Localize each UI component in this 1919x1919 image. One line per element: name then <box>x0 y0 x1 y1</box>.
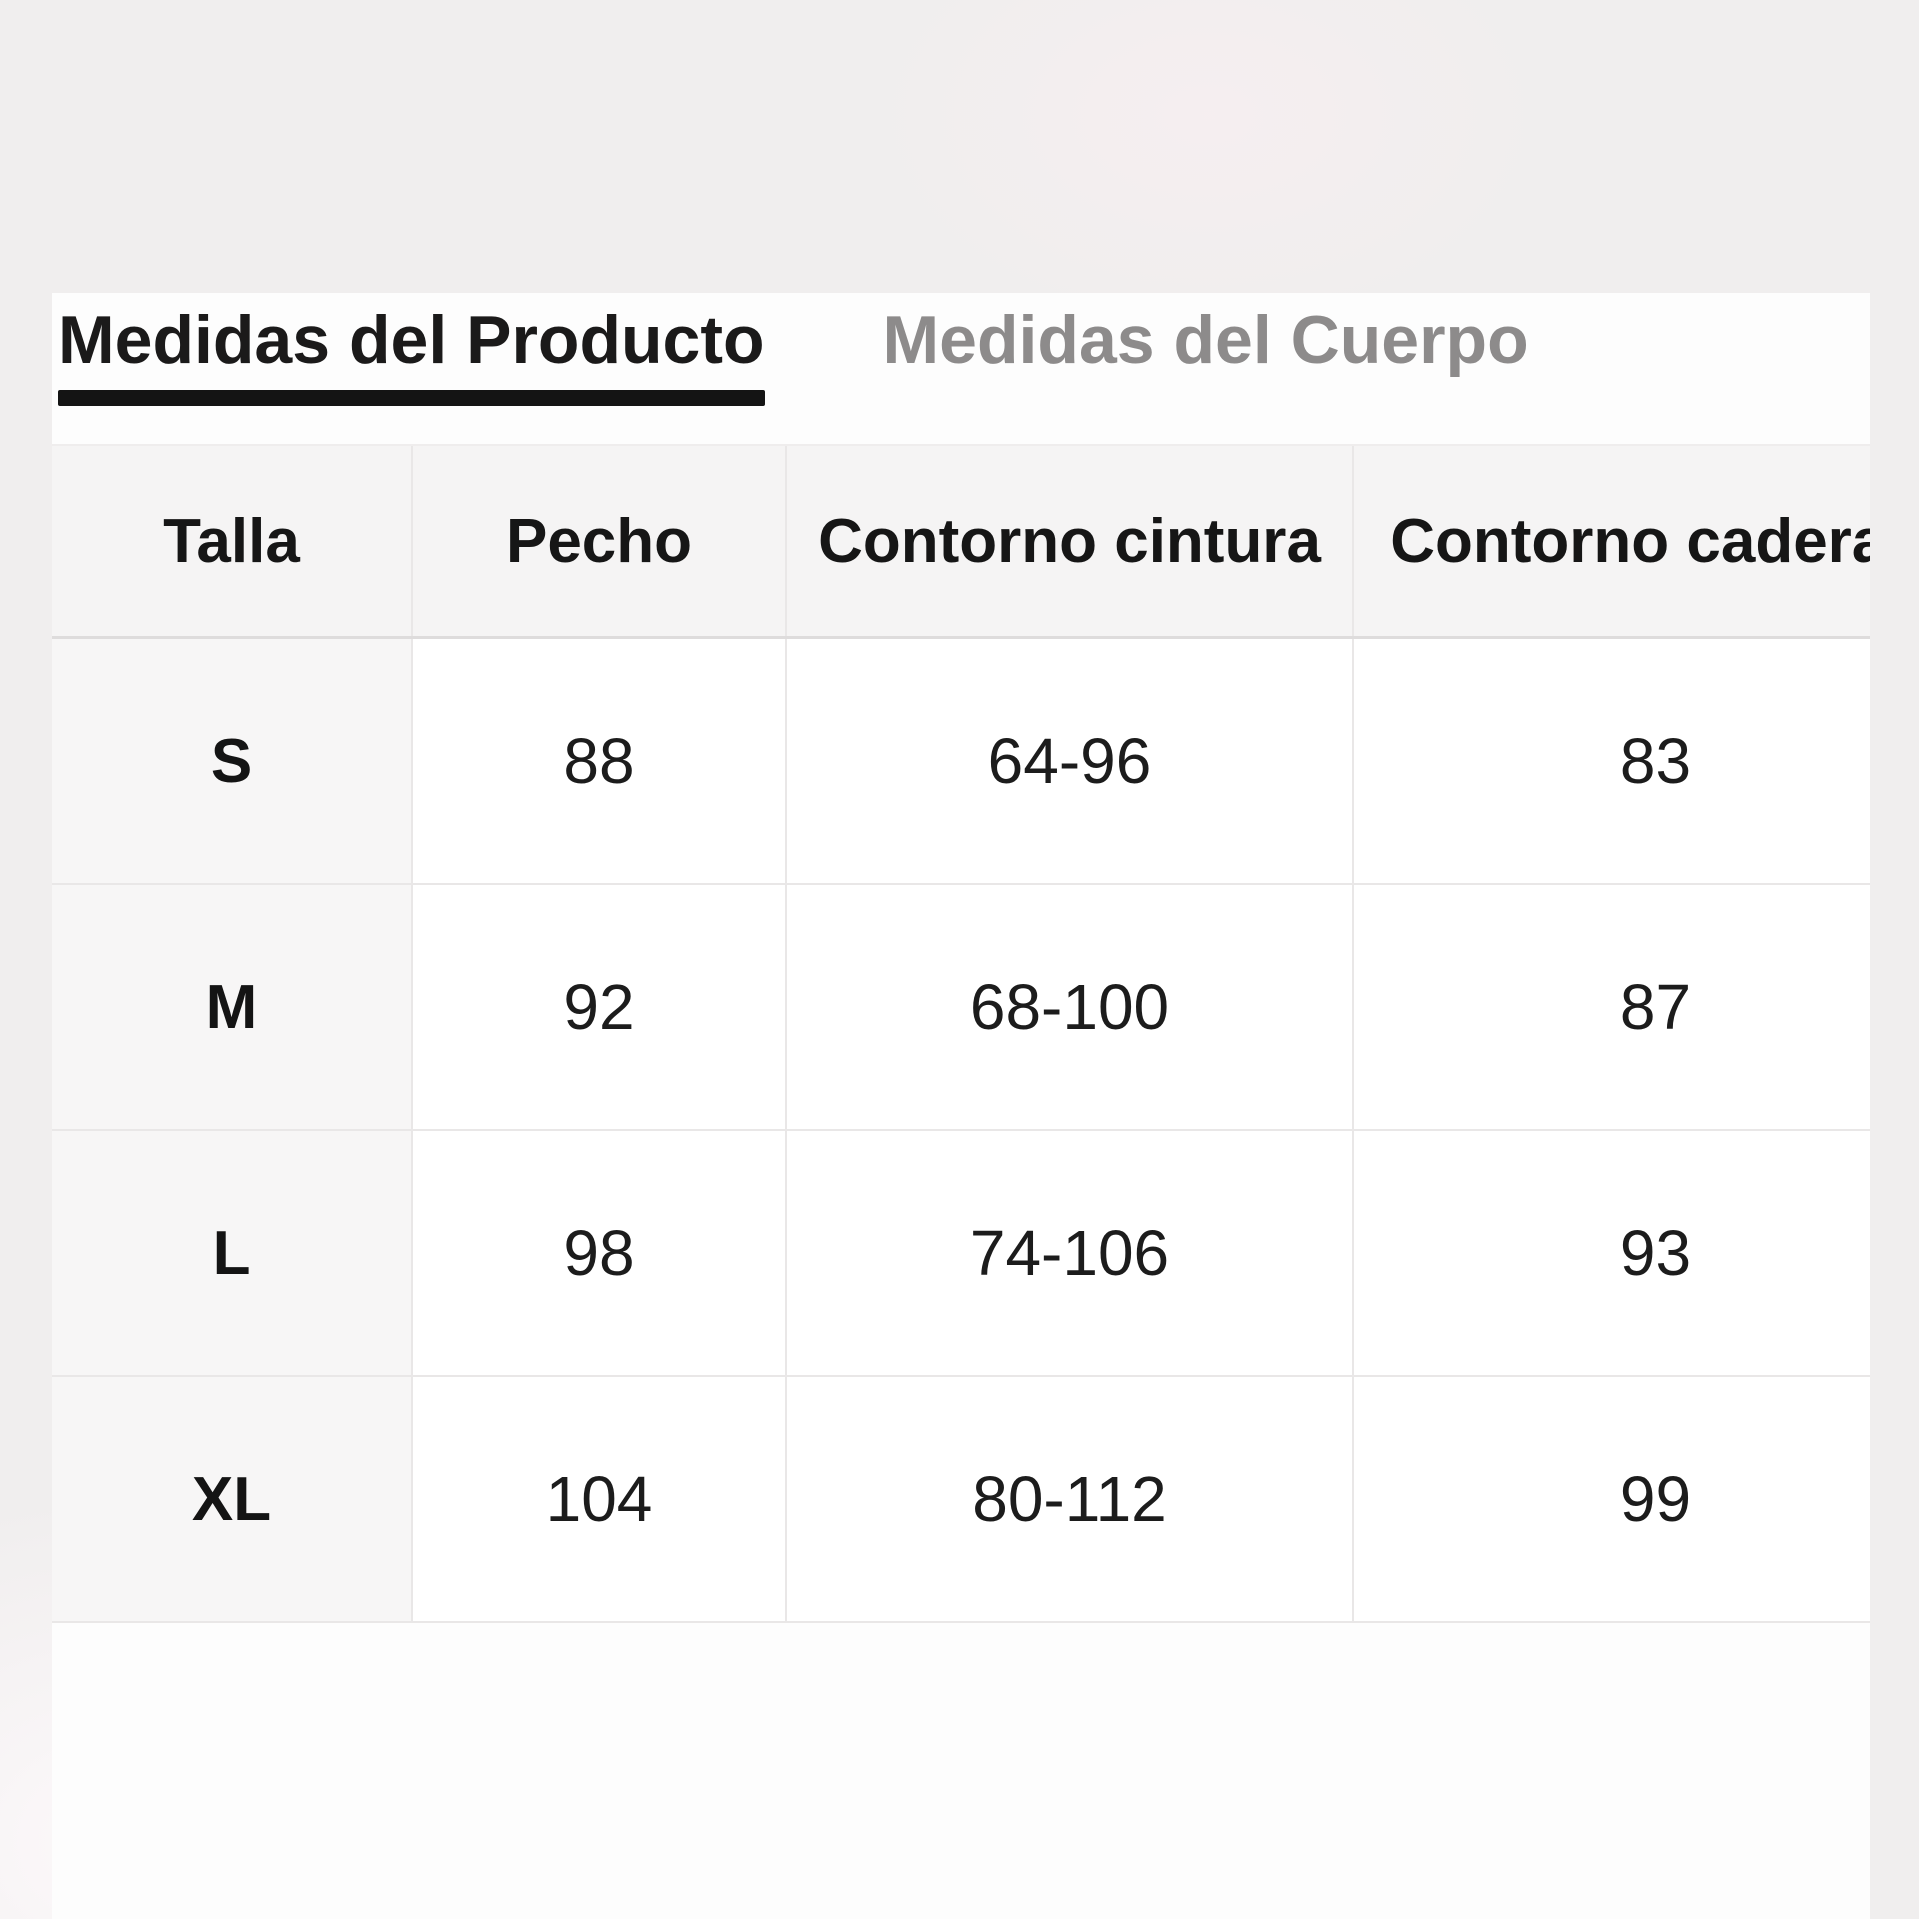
active-tab-underline <box>58 390 765 406</box>
size-chart-table: Talla Pecho Contorno cintura Contorno ca… <box>52 444 1870 1623</box>
cell-cintura: 74-106 <box>785 1130 1353 1377</box>
cell-size: L <box>52 1130 412 1377</box>
cell-pecho: 92 <box>411 884 786 1131</box>
table-row-m: M 92 68-100 87 <box>52 884 1870 1131</box>
size-chart-sheet: Medidas del Producto Medidas del Cuerpo … <box>52 293 1870 1919</box>
cell-caderas: 87 <box>1352 884 1870 1131</box>
column-header-pecho: Pecho <box>411 444 786 639</box>
column-header-cintura: Contorno cintura <box>785 444 1353 639</box>
measure-tabs: Medidas del Producto Medidas del Cuerpo <box>52 293 1870 406</box>
cell-caderas: 99 <box>1352 1376 1870 1623</box>
cell-cintura: 68-100 <box>785 884 1353 1131</box>
tab-product-measurements-label: Medidas del Producto <box>58 302 765 378</box>
cell-size: S <box>52 637 412 885</box>
tab-body-measurements-label: Medidas del Cuerpo <box>882 302 1529 378</box>
cell-cintura: 64-96 <box>785 637 1353 885</box>
column-header-talla: Talla <box>52 444 412 639</box>
table-row-xl: XL 104 80-112 99 <box>52 1376 1870 1623</box>
cell-caderas: 93 <box>1352 1130 1870 1377</box>
cell-size: XL <box>52 1376 412 1623</box>
cell-caderas: 83 <box>1352 637 1870 885</box>
cell-cintura: 80-112 <box>785 1376 1353 1623</box>
cell-pecho: 98 <box>411 1130 786 1377</box>
cell-pecho: 88 <box>411 637 786 885</box>
tab-product-measurements[interactable]: Medidas del Producto <box>58 303 765 406</box>
table-header-row: Talla Pecho Contorno cintura Contorno ca… <box>52 444 1870 639</box>
cell-size: M <box>52 884 412 1131</box>
table-row-s: S 88 64-96 83 <box>52 637 1870 885</box>
table-row-l: L 98 74-106 93 <box>52 1130 1870 1377</box>
cell-pecho: 104 <box>411 1376 786 1623</box>
tab-body-measurements[interactable]: Medidas del Cuerpo <box>883 303 1529 377</box>
column-header-caderas: Contorno caderas <box>1352 444 1870 639</box>
